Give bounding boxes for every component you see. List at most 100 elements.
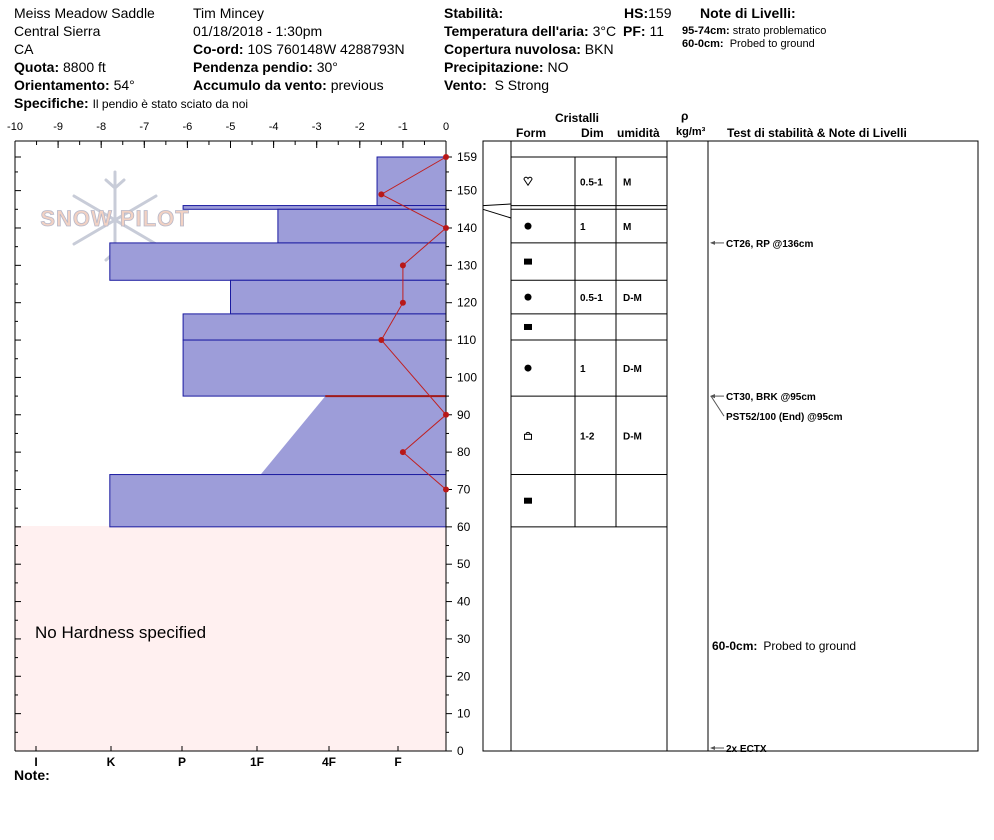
coordinates-field: Co-ord: 10S 760148W 4288793N (193, 41, 405, 57)
elevation-value: 8800 ft (63, 59, 106, 75)
stability-test-arrowhead (710, 240, 715, 245)
top-tick-label: -10 (7, 121, 23, 133)
depth-tick-label: 140 (457, 221, 477, 235)
layer-note-2-label: 60-0cm: (682, 38, 724, 50)
dim-header: Dim (581, 126, 604, 140)
crystal-dim-label: 1-2 (580, 431, 595, 442)
hardness-bar (230, 279, 447, 315)
stability-test-label: CT26, RP @136cm (726, 239, 813, 250)
footer-note-label: Note: (14, 767, 50, 783)
top-tick-label: -3 (312, 121, 322, 133)
stability-test-arrowhead (710, 394, 715, 399)
density-rho: ρ (681, 109, 689, 123)
hardness-bar (109, 242, 447, 281)
top-tick-label: -7 (139, 121, 149, 133)
hardness-axis-label: P (178, 755, 186, 769)
crystal-wet-label: D-M (623, 431, 642, 442)
cloud-cover-value: BKN (584, 41, 614, 57)
layer-connector (482, 203, 512, 207)
temperature-point (443, 411, 449, 418)
temperature-point (399, 262, 406, 269)
crystals-header: Cristalli (555, 111, 600, 125)
depth-tick-label: 90 (457, 408, 471, 422)
top-tick-label: -8 (96, 121, 106, 133)
aspect-label: Orientamento: (14, 77, 110, 93)
crystal-dim-label: 1 (580, 222, 586, 233)
pf-field: PF: 11 (623, 23, 664, 39)
crystal-form-icon (524, 364, 532, 372)
crystal-form-icon (524, 258, 532, 265)
stability-test-arrowhead (710, 746, 715, 750)
depth-tick-label: 80 (457, 445, 471, 459)
layer-note-1: 95-74cm: strato problematico (682, 25, 826, 38)
wind-loading-value: previous (330, 77, 384, 93)
no-hardness-label: No Hardness specified (35, 623, 206, 642)
observer-name: Tim Mincey (193, 5, 265, 21)
pf-value: 11 (649, 23, 664, 39)
crystal-wet-label: D-M (623, 293, 642, 304)
hs-field: HS:159 (624, 5, 671, 21)
hardness-bar (376, 156, 447, 207)
hs-label: HS: (624, 5, 649, 21)
wind-field: Vento: S Strong (444, 77, 549, 93)
aspect-field: Orientamento: 54° (14, 77, 135, 93)
air-temp-label: Temperatura dell'aria: (444, 23, 589, 39)
crystal-form-icon-top (525, 431, 531, 435)
crystal-wet-label: M (623, 177, 631, 188)
coordinates-label: Co-ord: (193, 41, 244, 57)
hs-value: 159 (648, 5, 672, 21)
specifics-field: Specifiche: Il pendio è stato sciato da … (14, 95, 248, 112)
hardness-bar (109, 474, 447, 528)
crystal-panel-frame (482, 140, 979, 752)
depth-tick-label: 20 (457, 669, 471, 683)
coordinates-value: 10S 760148W 4288793N (247, 41, 405, 57)
stability-label: Stabilità: (444, 5, 504, 21)
depth-tick-label: 150 (457, 184, 477, 198)
top-tick-label: -2 (355, 121, 365, 133)
precip-label: Precipitazione: (444, 59, 544, 75)
specifics-value: Il pendio è stato sciato da noi (92, 97, 249, 111)
stability-test-label: 2x ECTX (726, 744, 767, 755)
observation-datetime: 01/18/2018 - 1:30pm (193, 23, 323, 39)
top-tick-label: -6 (183, 121, 193, 133)
region-name: Central Sierra (14, 23, 101, 39)
layer-note-row-label: 60-0cm: (712, 639, 757, 653)
crystal-dim-label: 0.5-1 (580, 293, 603, 304)
slope-field: Pendenza pendio: 30° (193, 59, 338, 75)
aspect-value: 54° (113, 77, 135, 93)
depth-tick-label: 110 (457, 333, 476, 347)
tests-header: Test di stabilità & Note di Livelli (727, 126, 907, 140)
hardness-axis-label: 1F (250, 755, 264, 769)
hardness-bar (182, 313, 447, 341)
crystal-dim-label: 1 (580, 364, 586, 375)
hardness-axis-label: F (394, 755, 401, 769)
top-tick-label: -9 (53, 121, 63, 133)
temperature-point (378, 191, 385, 198)
hardness-axis-label: 4F (322, 755, 336, 769)
depth-tick-label: 159 (457, 150, 477, 164)
layer-note-2: 60-0cm: Probed to ground (682, 38, 815, 51)
layer-note-1-value: strato problematico (732, 25, 827, 37)
temperature-point (378, 337, 385, 344)
state-name: CA (14, 41, 34, 57)
location-name: Meiss Meadow Saddle (14, 5, 155, 21)
crystal-form-icon (524, 222, 532, 230)
pf-label: PF: (623, 23, 646, 39)
depth-tick-label: 50 (457, 557, 471, 571)
cloud-cover-field: Copertura nuvolosa: BKN (444, 41, 614, 57)
specifics-label: Specifiche: (14, 95, 89, 111)
precip-value: NO (547, 59, 569, 75)
layer-notes-label: Note di Livelli: (700, 5, 796, 21)
depth-tick-label: 10 (457, 707, 471, 721)
top-tick-label: 0 (443, 121, 449, 133)
cloud-cover-label: Copertura nuvolosa: (444, 41, 581, 57)
crystal-wet-label: D-M (623, 364, 642, 375)
depth-tick-label: 30 (457, 632, 471, 646)
air-temp-field: Temperatura dell'aria: 3°C (444, 23, 616, 39)
density-unit: kg/m³ (676, 126, 706, 138)
top-tick-label: -4 (269, 121, 279, 133)
depth-tick-label: 70 (457, 482, 471, 496)
depth-tick-label: 120 (457, 296, 477, 310)
precip-field: Precipitazione: NO (444, 59, 568, 75)
